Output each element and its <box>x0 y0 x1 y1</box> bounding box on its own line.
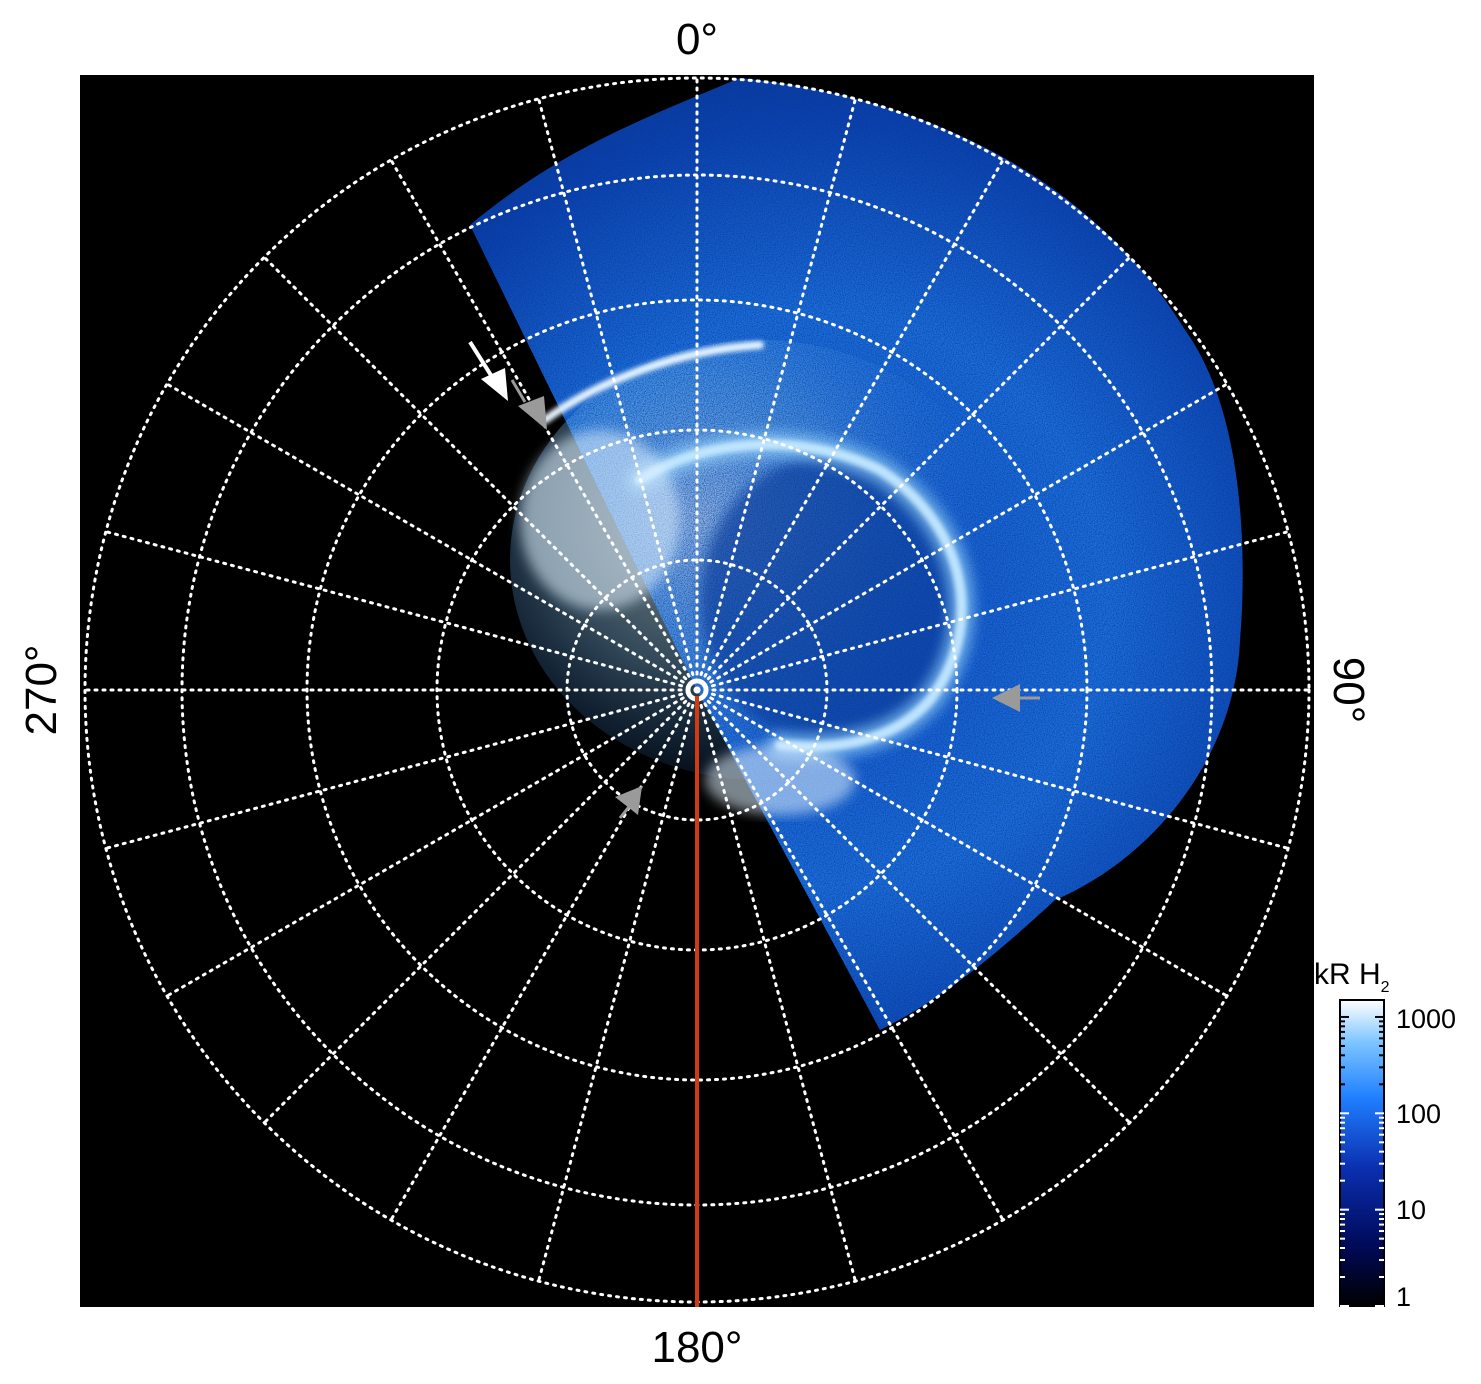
colorbar-tick-label: 1000 <box>1396 1004 1456 1034</box>
grid-meridian <box>695 255 1132 692</box>
colorbar-tick-label: 10 <box>1396 1195 1426 1225</box>
colorbar-ticks <box>1340 1015 1384 1307</box>
grid-meridian <box>389 688 699 1222</box>
grid-meridian <box>695 382 1229 692</box>
azimuth-label-left: 270° <box>17 644 66 735</box>
azimuth-label-top: 0° <box>676 15 718 64</box>
grid-meridian <box>262 688 699 1125</box>
grid-meridian <box>165 688 699 998</box>
grid-meridian <box>537 97 699 692</box>
aurora-image <box>83 76 1311 1307</box>
colorbar: kR H2 1000 100 10 1 <box>1314 958 1456 1312</box>
colorbar-gradient <box>1339 999 1385 1307</box>
grid-meridian <box>104 688 699 850</box>
azimuth-label-right: 90° <box>1324 657 1373 724</box>
colorbar-tick-label: 100 <box>1396 1099 1441 1129</box>
outer-auroral-arc <box>541 341 764 424</box>
azimuth-label-bottom: 180° <box>651 1323 742 1372</box>
grid-meridian <box>695 97 857 692</box>
bright-dawn-emission <box>705 745 855 815</box>
grey-arrow-right <box>992 684 1040 712</box>
colorbar-title: kR H2 <box>1314 958 1390 996</box>
grid-meridian <box>695 688 857 1283</box>
grid-meridian <box>695 688 1132 1125</box>
polar-grid <box>83 76 1311 1304</box>
grid-meridian <box>695 158 1005 692</box>
grid-meridian <box>695 688 1229 998</box>
grid-meridian <box>165 382 699 692</box>
white-arrow <box>468 340 508 401</box>
grid-meridian <box>104 530 699 692</box>
grid-meridian <box>695 688 1005 1222</box>
grid-meridian <box>262 255 699 692</box>
grey-arrow-lower-left <box>615 786 642 819</box>
grid-meridian <box>695 530 1290 692</box>
grid-meridian <box>695 688 1290 850</box>
grey-arrow-upper-left <box>510 379 547 430</box>
grid-meridian <box>537 688 699 1283</box>
grid-ring <box>305 298 1089 1082</box>
colorbar-tick-label: 1 <box>1396 1282 1411 1312</box>
main-auroral-oval-glow <box>627 431 975 760</box>
bright-edge-emission <box>520 430 680 610</box>
